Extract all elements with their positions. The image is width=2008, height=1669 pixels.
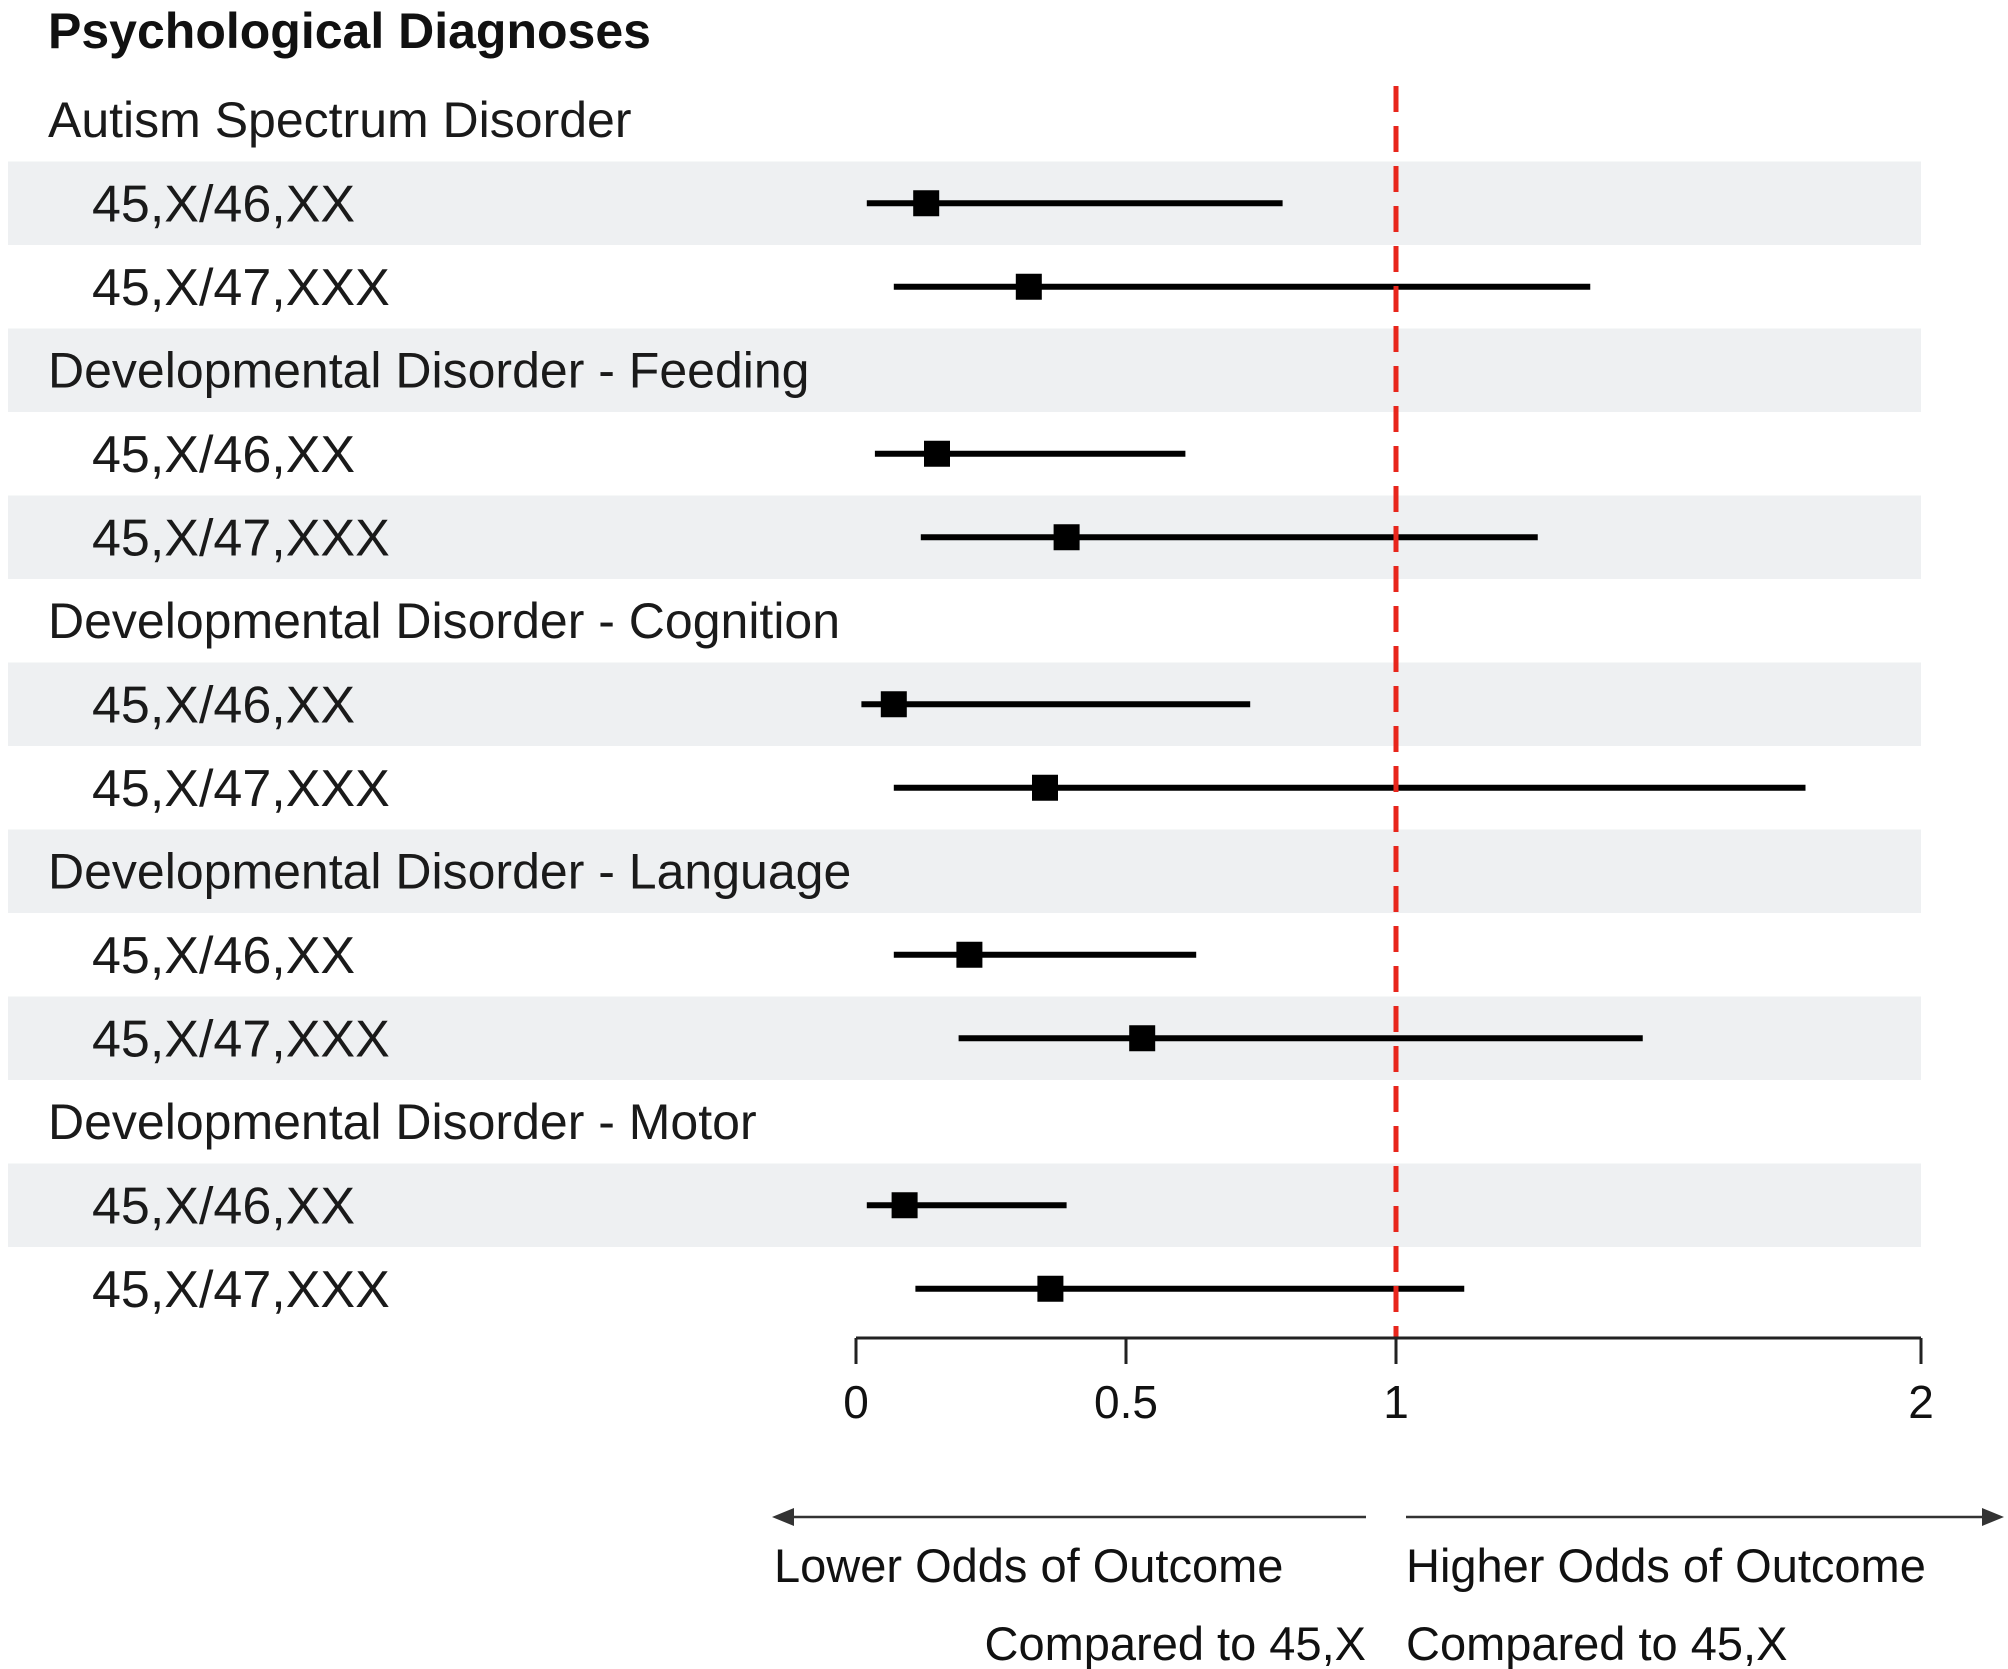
point-estimate <box>1129 1025 1156 1052</box>
row-labels: Autism Spectrum Disorder 45,X/46,XX 45,X/4… <box>48 92 851 1319</box>
direction-annotations: Lower Odds of Outcome Compared to 45,X Hig… <box>772 1508 2004 1669</box>
row-label: 45,X/46,XX <box>92 927 355 985</box>
point-estimates <box>880 190 1156 1302</box>
row-label: 45,X/47,XXX <box>92 509 390 567</box>
group-label: Developmental Disorder - Cognition <box>48 593 840 649</box>
point-estimate <box>1015 273 1042 300</box>
higher-compared-label: Compared to 45,X <box>1406 1617 1787 1669</box>
row-label: 45,X/46,XX <box>92 1177 355 1235</box>
x-tick-label: 0.5 <box>1094 1376 1158 1428</box>
row-stripe <box>8 328 1921 412</box>
higher-odds-label: Higher Odds of Outcome <box>1406 1539 1926 1592</box>
higher-arrow-head <box>1982 1508 2004 1526</box>
row-label: 45,X/46,XX <box>92 676 355 734</box>
chart-title: Psychological Diagnoses <box>48 3 651 59</box>
x-tick-label: 2 <box>1908 1376 1934 1428</box>
lower-compared-label: Compared to 45,X <box>985 1617 1366 1669</box>
group-label: Autism Spectrum Disorder <box>48 92 632 148</box>
row-label: 45,X/47,XXX <box>92 259 390 317</box>
group-label: Developmental Disorder - Language <box>48 843 851 899</box>
row-label: 45,X/47,XXX <box>92 760 390 818</box>
row-label: 45,X/47,XXX <box>92 1010 390 1068</box>
point-estimate <box>1053 524 1080 551</box>
point-estimate <box>956 941 983 968</box>
x-tick-label: 1 <box>1383 1376 1409 1428</box>
row-stripe <box>8 829 1921 913</box>
point-estimate <box>913 190 940 217</box>
x-tick-label: 0 <box>843 1376 869 1428</box>
lower-odds-label: Lower Odds of Outcome <box>774 1539 1283 1592</box>
point-estimate <box>924 440 950 467</box>
point-estimate <box>1032 774 1058 801</box>
x-axis: 0 0.5 1 2 <box>843 1336 1934 1428</box>
group-label: Developmental Disorder - Feeding <box>48 342 809 398</box>
row-label: 45,X/46,XX <box>92 175 355 233</box>
row-label: 45,X/46,XX <box>92 426 355 484</box>
group-label: Developmental Disorder - Motor <box>48 1094 757 1150</box>
point-estimate <box>891 1192 918 1219</box>
point-estimate <box>880 691 907 718</box>
point-estimate <box>1037 1275 1064 1302</box>
row-label: 45,X/47,XXX <box>92 1261 390 1319</box>
lower-arrow-head <box>772 1508 794 1526</box>
